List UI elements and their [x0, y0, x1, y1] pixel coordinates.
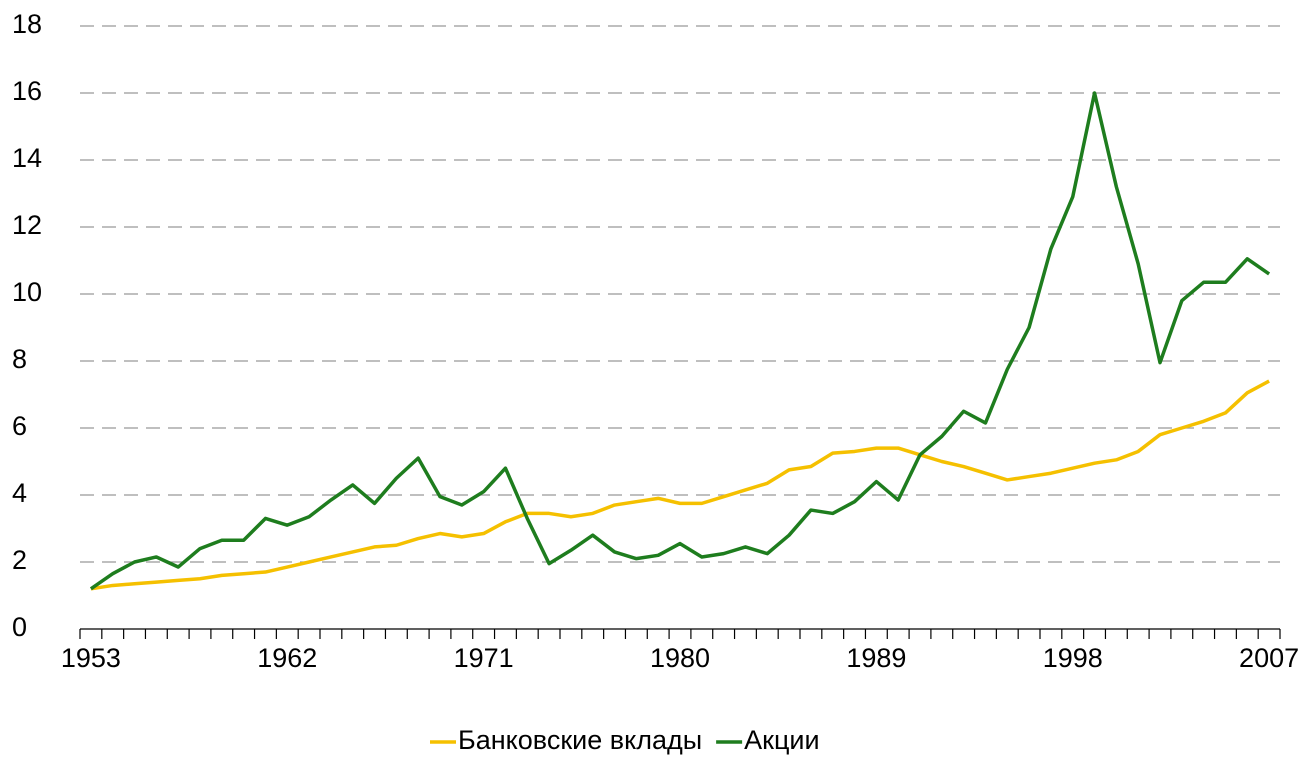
y-tick-label: 6 [12, 411, 27, 441]
series-line [89, 91, 1271, 591]
legend-label: Банковские вклады [458, 725, 702, 755]
legend-label: Акции [744, 725, 819, 755]
x-tick-label: 1962 [257, 643, 317, 673]
x-tick-label: 1953 [61, 643, 121, 673]
x-tick-label: 2007 [1239, 643, 1299, 673]
y-tick-label: 4 [12, 478, 27, 508]
y-tick-label: 14 [12, 143, 42, 173]
y-tick-label: 18 [12, 9, 42, 39]
series-line [90, 379, 1270, 591]
y-tick-label: 16 [12, 76, 42, 106]
y-tick-label: 12 [12, 210, 42, 240]
y-tick-label: 8 [12, 344, 27, 374]
x-tick-label: 1998 [1043, 643, 1103, 673]
y-tick-label: 2 [12, 545, 27, 575]
x-tick-label: 1980 [650, 643, 710, 673]
y-tick-label: 10 [12, 277, 42, 307]
y-tick-label: 0 [12, 612, 27, 642]
x-tick-label: 1971 [454, 643, 514, 673]
x-tick-label: 1989 [846, 643, 906, 673]
